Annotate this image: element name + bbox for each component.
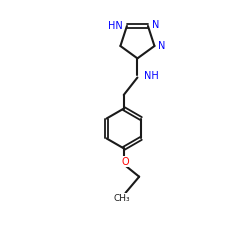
Text: HN: HN [108, 21, 122, 31]
Text: NH: NH [144, 71, 159, 81]
Text: N: N [158, 41, 166, 51]
Text: CH₃: CH₃ [114, 194, 130, 203]
Text: O: O [121, 157, 129, 167]
Text: N: N [152, 20, 159, 30]
